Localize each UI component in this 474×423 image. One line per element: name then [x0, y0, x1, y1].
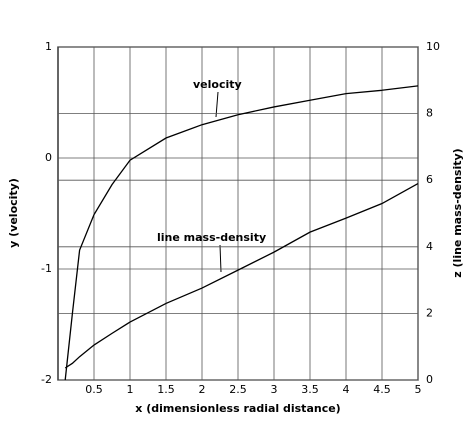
- y2-tick-label: 4: [426, 240, 433, 253]
- y2-tick-label: 8: [426, 107, 433, 120]
- y2-tick-label: 0: [426, 373, 433, 386]
- y-tick-label: -1: [41, 262, 52, 275]
- y2-axis-label: z (line mass-density): [451, 148, 464, 277]
- x-tick-label: 5: [415, 383, 422, 396]
- data-line: [64, 85, 419, 381]
- x-tick-label: 3: [271, 383, 278, 396]
- y-tick-label: -2: [41, 373, 52, 386]
- series-annotation: line mass-density: [157, 231, 266, 244]
- y-tick-label: 0: [45, 151, 52, 164]
- y-axis-label: y (velocity): [7, 178, 20, 248]
- y2-tick-label: 6: [426, 173, 433, 186]
- y-tick-label: 1: [45, 40, 52, 53]
- leader-line: [219, 244, 222, 273]
- x-tick-label: 1.5: [157, 383, 175, 396]
- x-tick-label: 2: [199, 383, 206, 396]
- x-tick-label: 1: [127, 383, 134, 396]
- x-tick-label: 4: [343, 383, 350, 396]
- series-annotation: velocity: [193, 78, 242, 91]
- x-tick-label: 4.5: [373, 383, 391, 396]
- x-axis-label: x (dimensionless radial distance): [135, 402, 340, 415]
- x-tick-label: 0.5: [85, 383, 103, 396]
- y2-tick-label: 10: [426, 40, 440, 53]
- x-tick-label: 2.5: [229, 383, 247, 396]
- x-tick-label: 3.5: [301, 383, 319, 396]
- leader-line: [215, 91, 219, 118]
- y2-tick-label: 2: [426, 306, 433, 319]
- data-line: [64, 182, 419, 369]
